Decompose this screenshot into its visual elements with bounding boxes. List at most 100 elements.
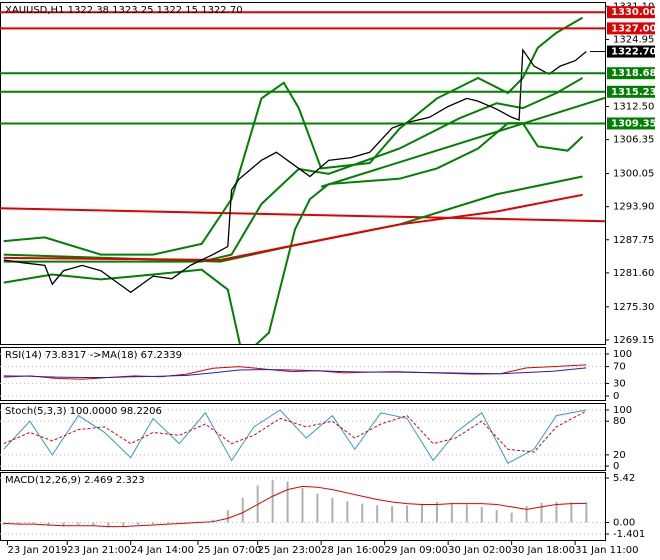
series-line [3, 410, 587, 453]
y-tick-label: 20 [613, 450, 626, 461]
histogram-bar [465, 504, 468, 523]
histogram-bar [406, 505, 409, 523]
histogram-bar [421, 503, 424, 523]
level-label: 1327.00 [611, 23, 657, 34]
series-line [3, 47, 587, 294]
histogram-bar [137, 522, 140, 525]
panel-title: MACD(12,26,9) 2.469 2.323 [5, 475, 145, 486]
series-line [3, 367, 587, 379]
histogram-bar [480, 506, 483, 523]
level-label-box [607, 22, 655, 35]
y-tick-label: 1312.50 [613, 101, 654, 112]
y-tick-label: 0 [613, 461, 619, 472]
x-tick-label: 30 Jan 18:00 [512, 545, 575, 556]
plot-area [0, 353, 605, 397]
x-tick-label: 30 Jan 02:00 [448, 545, 511, 556]
histogram-bar [271, 479, 274, 523]
histogram-bar [226, 510, 229, 523]
series-line [3, 16, 584, 256]
y-tick-label: 0.00 [613, 518, 635, 529]
x-tick-label: 23 Jan 21:00 [67, 545, 130, 556]
last-price-label: 1322.70 [611, 47, 657, 58]
panel-title: RSI(14) 73.8317 ->MA(18) 67.2339 [5, 350, 182, 361]
series-line [3, 409, 587, 464]
x-tick-label: 29 Jan 09:00 [385, 545, 448, 556]
histogram-bar [376, 505, 379, 523]
histogram-bar [435, 501, 438, 523]
y-tick-label: 1269.15 [613, 335, 654, 346]
panel-frame [0, 2, 606, 345]
histogram-bar [47, 522, 50, 526]
trendline [320, 96, 605, 188]
histogram-bar [495, 510, 498, 523]
plot-area [0, 16, 605, 344]
histogram-bar [167, 522, 170, 524]
y-tick-label: 80 [613, 416, 626, 427]
panel-frame [0, 347, 606, 401]
y-tick-label: 70 [613, 362, 626, 373]
level-label: 1318.68 [611, 68, 657, 79]
x-tick-label: 24 Jan 14:00 [131, 545, 194, 556]
y-tick-label: -1.401 [613, 529, 645, 540]
y-tick-label: 1287.75 [613, 235, 654, 246]
panel-title: XAUUSD,H1 1322.38 1323.25 1322.15 1322.7… [5, 5, 243, 16]
series-line [3, 122, 584, 344]
histogram-bar [525, 506, 528, 523]
level-label: 1315.23 [611, 87, 657, 98]
series-line [3, 364, 587, 380]
x-tick-label: 23 Jan 2019 [7, 545, 67, 556]
panel-frame [0, 472, 606, 541]
level-label-box [607, 67, 655, 80]
level-label-box [607, 85, 655, 98]
histogram-bar [92, 522, 95, 526]
y-tick-label: 100 [613, 349, 632, 360]
level-label-box [607, 6, 655, 19]
histogram-bar [286, 481, 289, 523]
histogram-bar [555, 501, 558, 523]
histogram-bar [241, 497, 244, 523]
y-tick-label: 1275.30 [613, 302, 654, 313]
histogram-bar [391, 506, 394, 523]
histogram-bar [301, 488, 304, 523]
histogram-bar [570, 502, 573, 523]
x-tick-label: 25 Jan 23:00 [258, 545, 321, 556]
panel-title: Stoch(5,3,3) 100.0000 98.2206 [5, 406, 162, 417]
y-tick-label: 30 [613, 378, 626, 389]
plot-area [0, 477, 605, 535]
series-line [3, 193, 583, 261]
last-price-box [607, 45, 655, 58]
level-label-box [607, 117, 655, 130]
histogram-bar [346, 501, 349, 523]
y-tick-label: 5.42 [613, 473, 635, 484]
histogram-bar [450, 502, 453, 523]
x-tick-label: 25 Jan 07:00 [198, 545, 261, 556]
x-tick-label: 31 Jan 11:00 [575, 545, 638, 556]
histogram-bar [540, 502, 543, 523]
histogram-bar [77, 522, 80, 525]
panel-frame [0, 403, 606, 471]
histogram-bar [107, 522, 110, 528]
series-line [3, 77, 584, 263]
y-tick-label: 1300.05 [613, 169, 654, 180]
level-label: 1309.35 [611, 118, 657, 129]
histogram-bar [32, 522, 35, 524]
histogram-bar [331, 497, 334, 523]
histogram-bar [361, 503, 364, 523]
histogram-bar [585, 502, 588, 523]
level-label: 1330.00 [611, 7, 657, 18]
histogram-bar [17, 522, 20, 525]
x-tick-label: 28 Jan 16:00 [321, 545, 384, 556]
histogram-bar [510, 512, 513, 523]
plot-area [0, 409, 605, 467]
y-tick-label: 0 [613, 391, 619, 402]
y-tick-label: 1293.90 [613, 202, 654, 213]
series-line [3, 485, 587, 528]
y-tick-label: 100 [613, 405, 632, 416]
y-tick-label: 1306.35 [613, 135, 654, 146]
y-tick-label: 1281.60 [613, 268, 654, 279]
histogram-bar [316, 493, 319, 523]
histogram-bar [122, 522, 125, 527]
histogram-bar [152, 522, 155, 525]
